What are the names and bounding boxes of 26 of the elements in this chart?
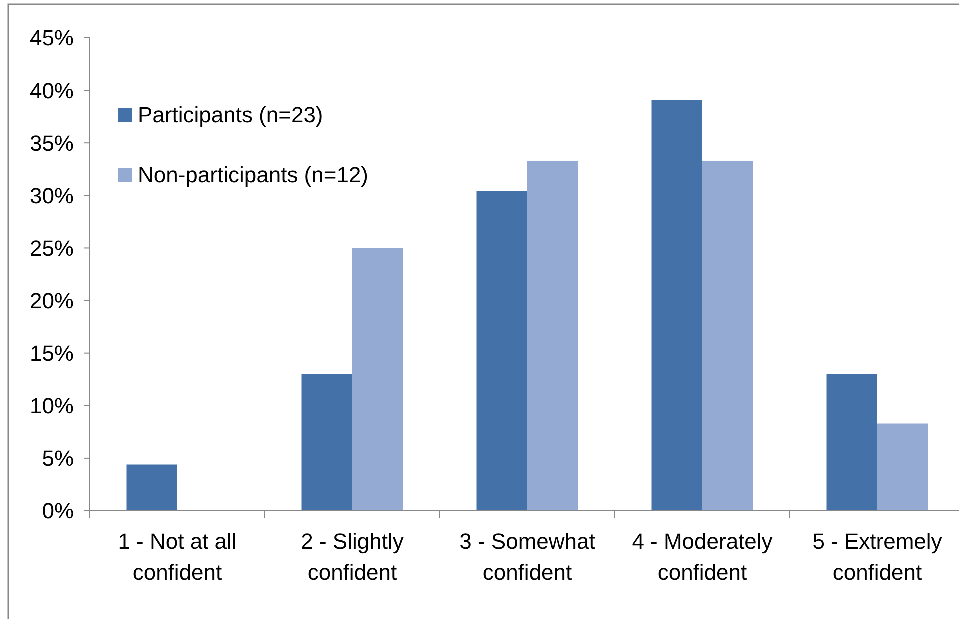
y-tick-label: 45% <box>30 26 74 51</box>
bar <box>126 464 178 511</box>
x-tick-label: 3 - Somewhat confident <box>460 529 596 585</box>
y-tick-label: 10% <box>30 394 74 419</box>
bar <box>878 424 928 511</box>
x-tick-label: 4 - Moderately confident <box>632 529 773 585</box>
y-tick-label: 35% <box>30 130 74 156</box>
bar <box>826 374 878 511</box>
y-tick-label: 30% <box>30 183 74 208</box>
y-tick-label: 15% <box>30 341 74 366</box>
y-tick-label: 0% <box>42 498 74 524</box>
bar <box>702 160 754 511</box>
x-tick-label: 2 - Slightly confident <box>301 529 404 585</box>
bar <box>302 374 352 511</box>
y-tick-label: 25% <box>30 236 74 261</box>
legend-label: Non-participants (n=12) <box>138 162 369 188</box>
x-tick-label: 1 - Not at all confident <box>118 529 237 585</box>
bar <box>476 191 528 511</box>
bar <box>352 248 404 511</box>
bar <box>652 100 702 511</box>
x-tick-label: 5 - Extremely confident <box>812 529 942 585</box>
bar <box>528 160 578 511</box>
y-tick-label: 5% <box>42 446 74 472</box>
y-tick-label: 20% <box>30 288 74 314</box>
legend-label: Participants (n=23) <box>138 102 324 128</box>
y-tick-label: 40% <box>30 78 74 104</box>
